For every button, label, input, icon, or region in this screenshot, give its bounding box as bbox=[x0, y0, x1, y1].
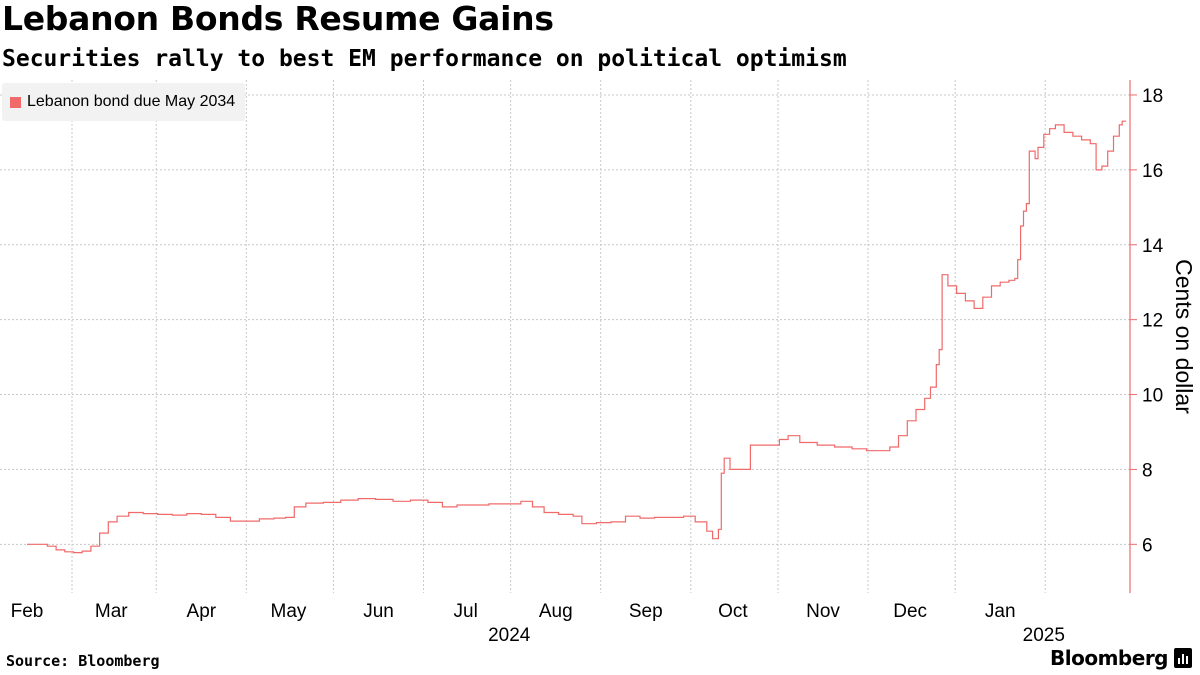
brand-name: Bloomberg bbox=[1050, 646, 1168, 670]
legend-swatch bbox=[10, 96, 21, 108]
y-tick-label: 10 bbox=[1142, 386, 1163, 407]
x-tick-label: Sep bbox=[629, 601, 663, 622]
bloomberg-terminal-icon bbox=[1174, 648, 1192, 668]
x-tick-label: Oct bbox=[718, 601, 748, 622]
x-tick-label: Aug bbox=[539, 601, 573, 622]
y-axis-title: Cents on dollar bbox=[1171, 259, 1197, 414]
x-tick-label: Nov bbox=[806, 601, 840, 622]
x-tick-label: Jan bbox=[985, 601, 1016, 622]
x-year-label: 2025 bbox=[1023, 625, 1065, 646]
y-tick-label: 18 bbox=[1142, 86, 1163, 107]
source-note: Source: Bloomberg bbox=[6, 652, 160, 670]
x-tick-label: Mar bbox=[95, 601, 128, 622]
x-tick-label: Jul bbox=[454, 601, 478, 622]
x-tick-label: Apr bbox=[187, 601, 217, 622]
series-line bbox=[27, 120, 1127, 554]
x-tick-label: May bbox=[271, 601, 307, 622]
y-tick-label: 14 bbox=[1142, 236, 1164, 257]
y-tick-label: 16 bbox=[1142, 161, 1163, 182]
brand-logo: Bloomberg bbox=[1050, 646, 1192, 670]
y-tick-label: 6 bbox=[1142, 535, 1153, 556]
x-tick-label: Feb bbox=[11, 601, 44, 622]
y-tick-label: 8 bbox=[1142, 460, 1153, 481]
y-tick-label: 12 bbox=[1142, 311, 1163, 332]
chart-legend: Lebanon bond due May 2034 bbox=[2, 83, 246, 121]
x-tick-label: Dec bbox=[893, 601, 927, 622]
chart-subtitle: Securities rally to best EM performance … bbox=[2, 46, 847, 72]
chart-title: Lebanon Bonds Resume Gains bbox=[2, 0, 554, 38]
x-tick-label: Jun bbox=[363, 601, 394, 622]
legend-label: Lebanon bond due May 2034 bbox=[27, 93, 236, 110]
x-year-label: 2024 bbox=[488, 625, 531, 646]
